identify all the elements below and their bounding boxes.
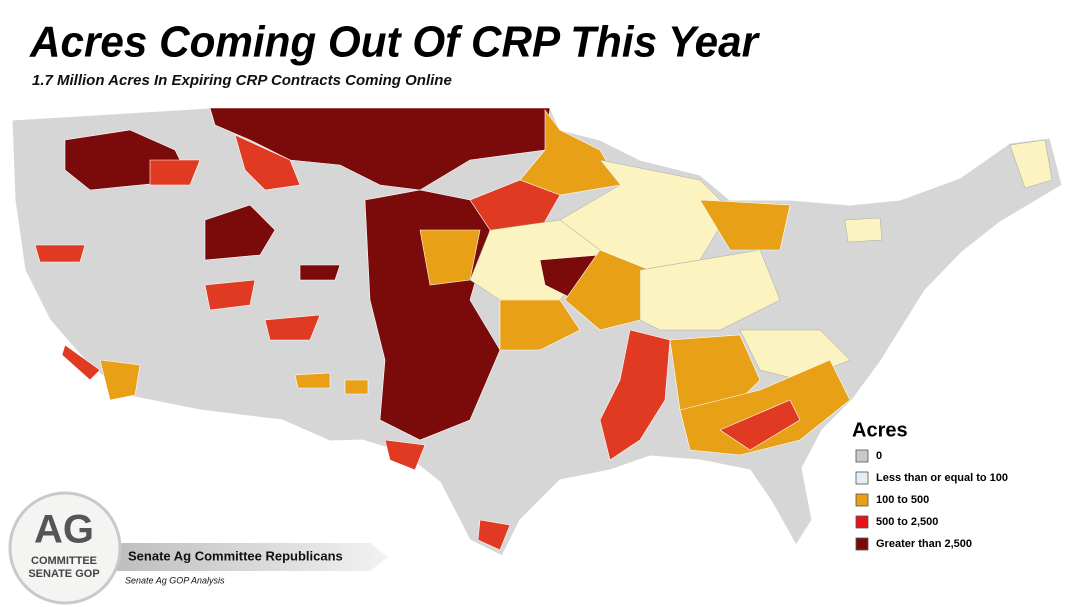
legend-swatch <box>855 537 869 551</box>
legend-swatch <box>855 515 869 529</box>
legend: Acres 0 Less than or equal to 100 100 to 5… <box>852 419 1008 551</box>
footer: Senate Ag Committee Republicans Senate A… <box>8 491 388 605</box>
legend-swatch <box>855 449 869 463</box>
legend-label: Less than or equal to 100 <box>876 472 1008 484</box>
banner-source: Senate Ag GOP Analysis <box>125 575 225 585</box>
legend-label: Greater than 2,500 <box>876 538 972 550</box>
banner-name: Senate Ag Committee Republicans <box>128 548 343 563</box>
logo <box>8 491 122 605</box>
legend-label: 500 to 2,500 <box>876 516 938 528</box>
us-map <box>11 107 1063 557</box>
subtitle: 1.7 Million Acres In Expiring CRP Contra… <box>32 72 452 89</box>
logo-mark: AG <box>34 508 94 552</box>
legend-label: 0 <box>876 450 882 462</box>
title: Acres Coming Out Of CRP This Year <box>29 18 761 67</box>
logo-line1: COMMITTEE <box>31 555 97 567</box>
legend-items: 0 Less than or equal to 100 100 to 500 500 … <box>855 449 1008 551</box>
legend-swatch <box>855 493 869 507</box>
legend-swatch <box>855 471 869 485</box>
legend-label: 100 to 500 <box>876 494 929 506</box>
legend-title: Acres <box>852 419 908 441</box>
banner <box>110 543 388 571</box>
logo-line2: SENATE GOP <box>28 568 99 580</box>
